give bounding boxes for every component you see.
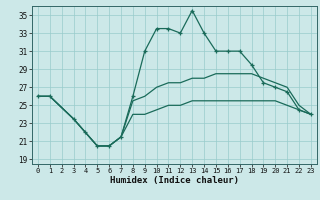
X-axis label: Humidex (Indice chaleur): Humidex (Indice chaleur)	[110, 176, 239, 185]
